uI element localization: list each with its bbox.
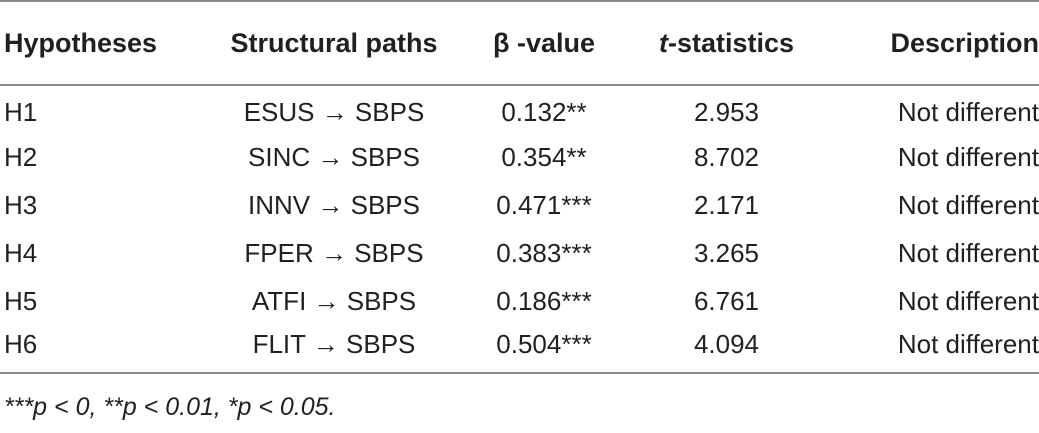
cell-structural-path: FLIT → SBPS (252, 329, 416, 359)
cell-beta-value: 0.504*** (496, 329, 592, 359)
cell-t-statistic: 6.761 (693, 285, 760, 316)
table-row: H5 ATFI → SBPS 0.186*** 6.761 Not differ… (0, 277, 1039, 325)
cell-description: Not different (897, 237, 1039, 268)
cell-description: Not different (897, 189, 1039, 220)
cell-description: Not different (897, 285, 1039, 316)
cell-t-statistic: 2.953 (693, 97, 760, 127)
cell-beta-value: 0.186*** (496, 285, 592, 316)
hypotheses-results-table: Hypotheses Structural paths β -value t-s… (0, 0, 1039, 373)
cell-t-statistic: 3.265 (693, 237, 760, 268)
table-footnote: ***p < 0, **p < 0.01, *p < 0.05. (4, 393, 336, 421)
table-row: H6 FLIT → SBPS 0.504*** 4.094 Not differ… (0, 325, 1039, 373)
cell-structural-path: ATFI → SBPS (251, 285, 417, 316)
cell-hypothesis: H2 (4, 141, 38, 172)
table-row: H2 SINC → SBPS 0.354** 8.702 Not differe… (0, 133, 1039, 181)
cell-structural-path: FPER → SBPS (244, 237, 424, 268)
cell-hypothesis: H4 (4, 237, 38, 268)
cell-t-statistic: 4.094 (693, 329, 760, 359)
cell-description: Not different (897, 141, 1039, 172)
cell-structural-path: ESUS → SBPS (243, 97, 425, 127)
cell-structural-path: SINC → SBPS (248, 141, 420, 172)
cell-hypothesis: H3 (4, 189, 38, 220)
cell-hypothesis: H5 (4, 285, 38, 316)
header-description: Description (824, 0, 1039, 86)
results-table-container: Hypotheses Structural paths β -value t-s… (0, 0, 1039, 373)
cell-hypothesis: H1 (4, 97, 38, 127)
header-t-suffix: -statistics (667, 27, 795, 58)
cell-beta-value: 0.132** (501, 97, 587, 127)
table-row: H4 FPER → SBPS 0.383*** 3.265 Not differ… (0, 229, 1039, 277)
cell-t-statistic: 8.702 (693, 141, 760, 172)
header-structural-paths: Structural paths (209, 0, 459, 86)
cell-hypothesis: H6 (4, 329, 38, 359)
cell-structural-path: INNV → SBPS (248, 189, 420, 220)
table-header-row: Hypotheses Structural paths β -value t-s… (0, 0, 1039, 86)
table-row: H1 ESUS → SBPS 0.132** 2.953 Not differe… (0, 85, 1039, 133)
header-hypotheses: Hypotheses (0, 0, 209, 86)
cell-beta-value: 0.471*** (496, 189, 592, 220)
header-beta-value: β -value (459, 0, 629, 86)
header-t-statistics: t-statistics (629, 0, 824, 86)
table-row: H3 INNV → SBPS 0.471*** 2.171 Not differ… (0, 181, 1039, 229)
cell-beta-value: 0.354** (501, 141, 587, 172)
cell-t-statistic: 2.171 (693, 189, 760, 220)
cell-beta-value: 0.383*** (496, 237, 592, 268)
header-t-prefix: t (658, 27, 668, 58)
cell-description: Not different (897, 329, 1039, 359)
cell-description: Not different (897, 97, 1039, 127)
